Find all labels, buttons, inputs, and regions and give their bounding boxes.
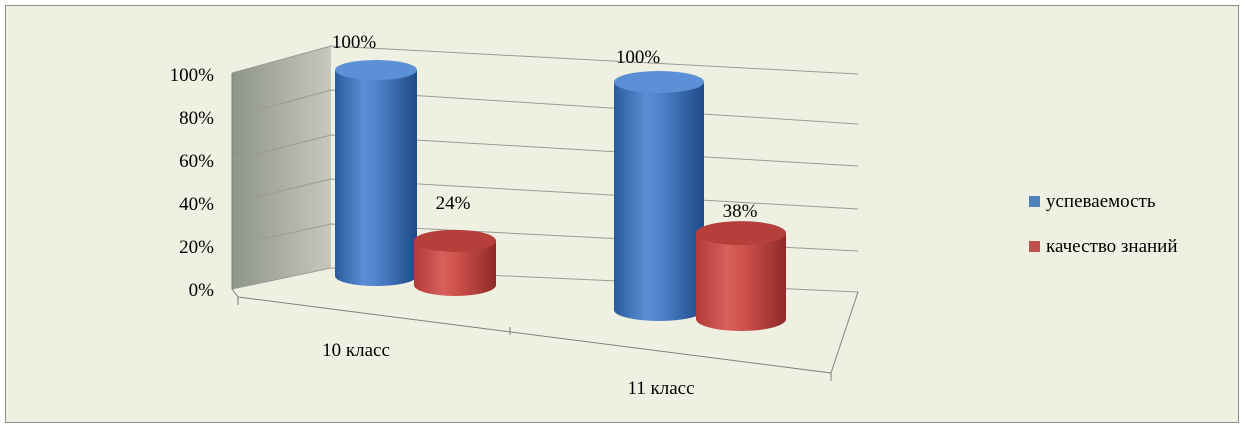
chart-area: 0% 20% 40% 60% 80% 100% 10 класс 11 клас… (5, 5, 1239, 423)
cylinder-top (414, 229, 496, 252)
cylinder-11-kachestvo (696, 221, 786, 331)
legend: успеваемость качество знаний (1029, 191, 1178, 257)
legend-label: успеваемость (1046, 191, 1156, 212)
cylinder-11-uspevaemost (614, 71, 704, 321)
cylinder-body (414, 240, 496, 296)
y-tick-label: 20% (179, 237, 214, 258)
floor-axes (231, 288, 859, 381)
data-label: 100% (616, 47, 661, 68)
chart-svg: 0% 20% 40% 60% 80% 100% 10 класс 11 клас… (170, 32, 1178, 399)
data-label: 38% (723, 201, 758, 222)
data-label: 100% (332, 32, 377, 53)
legend-label: качество знаний (1046, 236, 1178, 257)
y-tick-label: 100% (170, 65, 215, 86)
cylinder-body (696, 233, 786, 331)
side-wall (232, 46, 331, 289)
y-tick-label: 60% (179, 151, 214, 172)
data-label: 24% (436, 193, 471, 214)
cylinder-top (614, 71, 704, 93)
cylinder-body (335, 70, 417, 286)
category-label: 10 класс (322, 340, 390, 361)
cylinder-body (614, 82, 704, 321)
cylinder-top (696, 221, 786, 246)
y-tick-label: 0% (189, 280, 215, 301)
cylinder-top (335, 60, 417, 80)
cylinder-10-uspevaemost (335, 60, 417, 286)
legend-swatch (1029, 241, 1040, 252)
y-tick-label: 80% (179, 108, 214, 129)
category-label: 11 класс (627, 378, 694, 399)
legend-swatch (1029, 196, 1040, 207)
y-tick-label: 40% (179, 194, 214, 215)
cylinder-10-kachestvo (414, 229, 496, 296)
